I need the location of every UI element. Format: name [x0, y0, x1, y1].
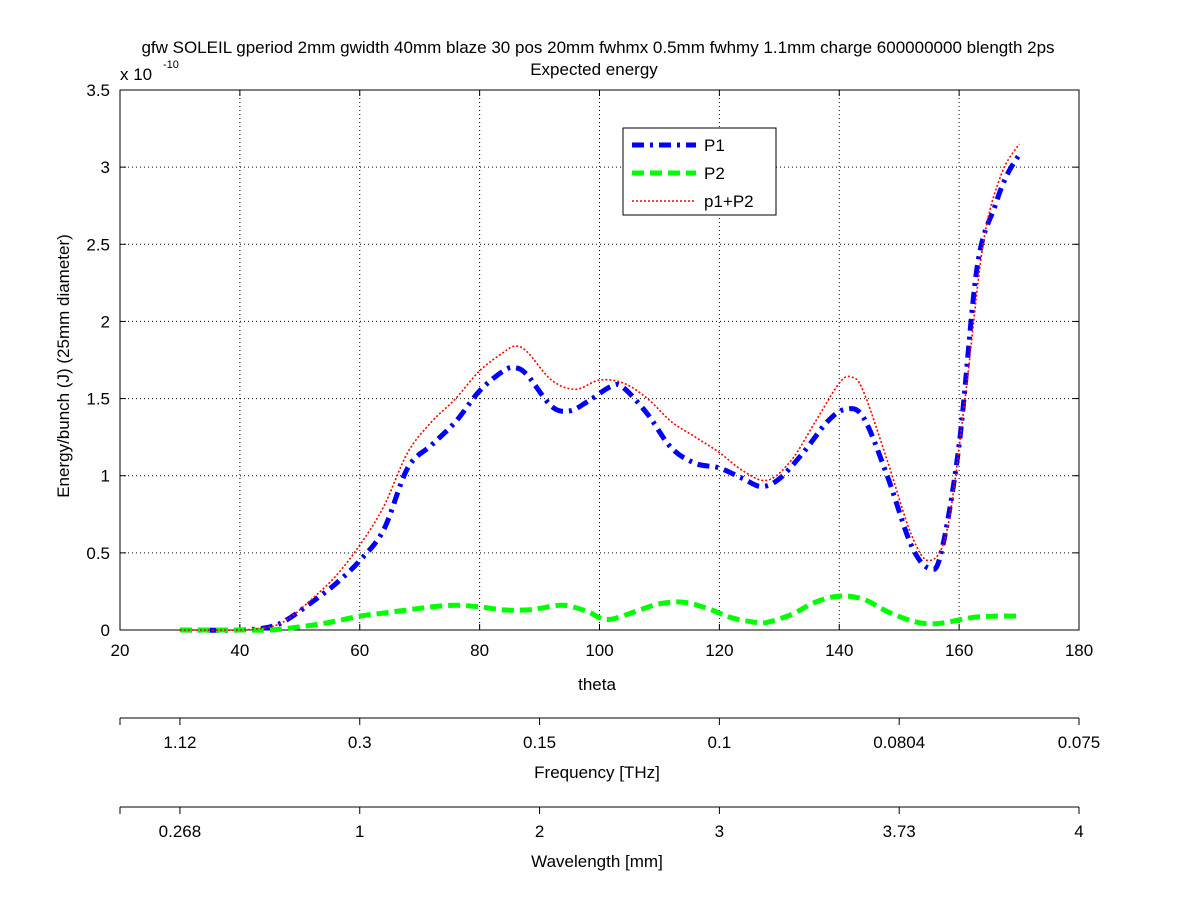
y-exponent-base: x 10: [120, 65, 152, 84]
series-line-p2: [179, 593, 1020, 633]
legend-label-p2: P2: [704, 164, 725, 183]
grid-lines: [120, 90, 1079, 630]
secondary-tick-label: 3: [715, 822, 724, 841]
axis-ticks: 20 40 60 80 100 120 140 160 180 0 0.5 1 1.5 2 2.5 3 3.5: [86, 81, 1093, 660]
y-tick-label: 0.5: [86, 544, 110, 563]
secondary-tick-label: 0.3: [348, 733, 372, 752]
secondary-axis-label-frequency-thz: Frequency [THz]: [534, 763, 660, 782]
secondary-tick-label: 2: [535, 822, 544, 841]
secondary-tick-label: 4: [1074, 822, 1083, 841]
y-tick-label: 0: [101, 621, 110, 640]
secondary-tick-label: 0.1: [708, 733, 732, 752]
y-axis-label: Energy/bunch (J) (25mm diameter): [54, 234, 73, 498]
secondary-tick-label: 0.075: [1058, 733, 1101, 752]
x-tick-label: 160: [945, 641, 973, 660]
y-tick-label: 3.5: [86, 81, 110, 100]
legend-label-p1-p2: p1+P2: [704, 192, 754, 211]
secondary-tick-label: 3.73: [883, 822, 916, 841]
y-tick-label: 3: [101, 158, 110, 177]
x-tick-label: 100: [585, 641, 613, 660]
secondary-axes: 1.12 0.3 0.15 0.1 0.0804 0.075 Frequency [THz]…: [119, 717, 1101, 871]
y-tick-label: 1.5: [86, 390, 110, 409]
series-line-p1-p2: [179, 143, 1020, 632]
legend-label-p1: P1: [704, 136, 725, 155]
secondary-axis-label-wavelength-mm: Wavelength [mm]: [531, 852, 663, 871]
y-exponent-power: -10: [163, 59, 179, 71]
legend: P1 P2 p1+P2: [622, 127, 777, 216]
chart-title-line2: Expected energy: [530, 60, 658, 79]
x-tick-label: 180: [1065, 641, 1093, 660]
secondary-tick-label: 0.15: [523, 733, 556, 752]
x-axis-label: theta: [578, 675, 616, 694]
secondary-tick-label: 1.12: [163, 733, 196, 752]
x-tick-label: 40: [230, 641, 249, 660]
secondary-tick-label: 0.0804: [873, 733, 925, 752]
y-tick-label: 2.5: [86, 235, 110, 254]
x-tick-label: 60: [350, 641, 369, 660]
y-tick-label: 2: [101, 312, 110, 331]
chart-title-line1: gfw SOLEIL gperiod 2mm gwidth 40mm blaze…: [141, 38, 1054, 57]
x-tick-label: 20: [111, 641, 130, 660]
x-tick-label: 80: [470, 641, 489, 660]
x-tick-label: 140: [825, 641, 853, 660]
secondary-tick-label: 0.268: [159, 822, 202, 841]
x-tick-label: 120: [705, 641, 733, 660]
series-line-p1: [179, 153, 1022, 633]
series-lines: [179, 143, 1022, 633]
secondary-tick-label: 1: [355, 822, 364, 841]
y-tick-label: 1: [101, 467, 110, 486]
